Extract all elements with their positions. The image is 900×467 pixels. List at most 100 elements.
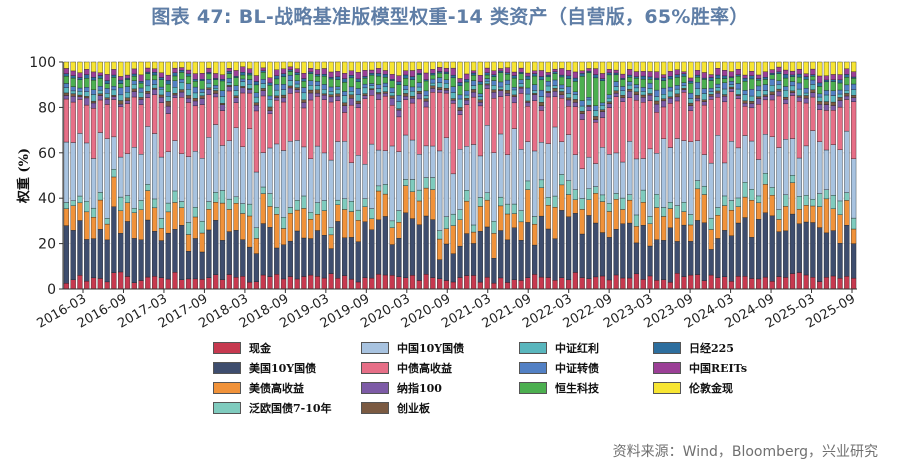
- bar-segment: [850, 76, 857, 79]
- bar-segment: [118, 76, 124, 81]
- bar-segment: [335, 199, 341, 205]
- bar-segment: [470, 74, 477, 81]
- bar-segment: [749, 61, 755, 72]
- bar-segment: [789, 61, 796, 72]
- bar-segment: [565, 93, 572, 98]
- bar-segment: [280, 244, 287, 280]
- bar-segment: [274, 100, 280, 145]
- y-tick-label: 80: [38, 100, 56, 116]
- bar-segment: [464, 90, 470, 96]
- bar-segment: [722, 205, 728, 231]
- bar-segment: [437, 150, 443, 231]
- bar-segment: [823, 198, 830, 234]
- bar-segment: [226, 61, 232, 69]
- bar-segment: [674, 205, 680, 219]
- bar-segment: [742, 276, 748, 290]
- bar-segment: [681, 61, 687, 72]
- bar-segment: [715, 61, 721, 69]
- bar-segment: [131, 238, 137, 283]
- bar-segment: [586, 72, 592, 98]
- bar-segment: [823, 75, 830, 81]
- bar-segment: [179, 153, 185, 202]
- bar-segment: [375, 84, 382, 89]
- bar-segment: [844, 93, 850, 97]
- bar-segment: [701, 154, 707, 187]
- bar-segment: [504, 154, 511, 205]
- bar-segment: [579, 233, 585, 278]
- bar-segment: [796, 196, 802, 210]
- bar-segment: [253, 81, 260, 86]
- bar-segment: [294, 140, 300, 201]
- bar-segment: [715, 92, 721, 98]
- bar-segment: [70, 200, 76, 206]
- bar-segment: [708, 61, 714, 75]
- bar-segment: [633, 87, 640, 92]
- bar-segment: [396, 84, 402, 96]
- bar-segment: [498, 72, 504, 83]
- legend-item: 中国10Y国债: [361, 340, 464, 356]
- bar-segment: [308, 80, 314, 86]
- legend-label: 美国10Y国债: [249, 362, 317, 375]
- bar-segment: [151, 276, 158, 290]
- bar-segment: [97, 61, 103, 73]
- bar-segment: [213, 124, 219, 193]
- bar-segment: [654, 280, 660, 290]
- bar-segment: [803, 145, 809, 196]
- bar-segment: [443, 216, 450, 229]
- bar-segment: [525, 189, 531, 223]
- bar-segment: [172, 94, 178, 98]
- bar-segment: [525, 222, 531, 278]
- bar-segment: [667, 103, 673, 148]
- legend-item: 中债高收益: [361, 360, 452, 376]
- bar-segment: [572, 61, 578, 73]
- bar-segment: [382, 150, 388, 185]
- bar-segment: [518, 72, 524, 74]
- bar-segment: [620, 197, 626, 210]
- bar-segment: [165, 96, 171, 102]
- bar-segment: [470, 80, 477, 86]
- bar-segment: [403, 74, 409, 79]
- legend-item: 伦敦金现: [653, 380, 733, 396]
- bar-segment: [179, 97, 185, 154]
- bar-segment: [742, 77, 748, 82]
- bar-segment: [484, 124, 490, 193]
- bar-segment: [335, 277, 341, 290]
- bar-segment: [735, 222, 741, 277]
- bar-segment: [599, 105, 606, 110]
- bar-segment: [579, 61, 585, 71]
- bar-segment: [735, 95, 741, 99]
- bar-segment: [369, 69, 375, 74]
- bar-segment: [830, 110, 836, 145]
- bar-segment: [667, 97, 673, 104]
- bar-segment: [844, 61, 850, 69]
- bar-segment: [219, 78, 226, 82]
- bar-segment: [253, 227, 260, 239]
- bar-segment: [409, 191, 416, 219]
- bar-segment: [654, 103, 660, 113]
- bar-segment: [620, 79, 626, 87]
- bar-segment: [342, 61, 348, 74]
- bar-segment: [565, 99, 572, 107]
- bar-segment: [796, 68, 802, 75]
- bar-segment: [627, 277, 633, 290]
- bar-segment: [375, 93, 382, 100]
- bar-segment: [321, 99, 327, 154]
- bar-segment: [586, 104, 592, 107]
- bar-segment: [613, 61, 619, 71]
- bar-segment: [77, 275, 83, 290]
- bar-segment: [348, 61, 355, 71]
- bar-segment: [504, 213, 511, 241]
- bar-segment: [525, 180, 531, 190]
- bar-segment: [274, 78, 280, 85]
- bar-segment: [287, 61, 293, 67]
- bar-segment: [260, 72, 266, 80]
- bar-segment: [762, 61, 769, 72]
- bar-segment: [369, 229, 375, 279]
- bar-segment: [803, 195, 809, 206]
- bar-segment: [206, 72, 212, 75]
- bar-segment: [342, 105, 348, 113]
- bar-segment: [382, 193, 388, 217]
- bar-segment: [165, 91, 171, 97]
- bar-segment: [430, 78, 436, 84]
- bar-segment: [124, 153, 131, 196]
